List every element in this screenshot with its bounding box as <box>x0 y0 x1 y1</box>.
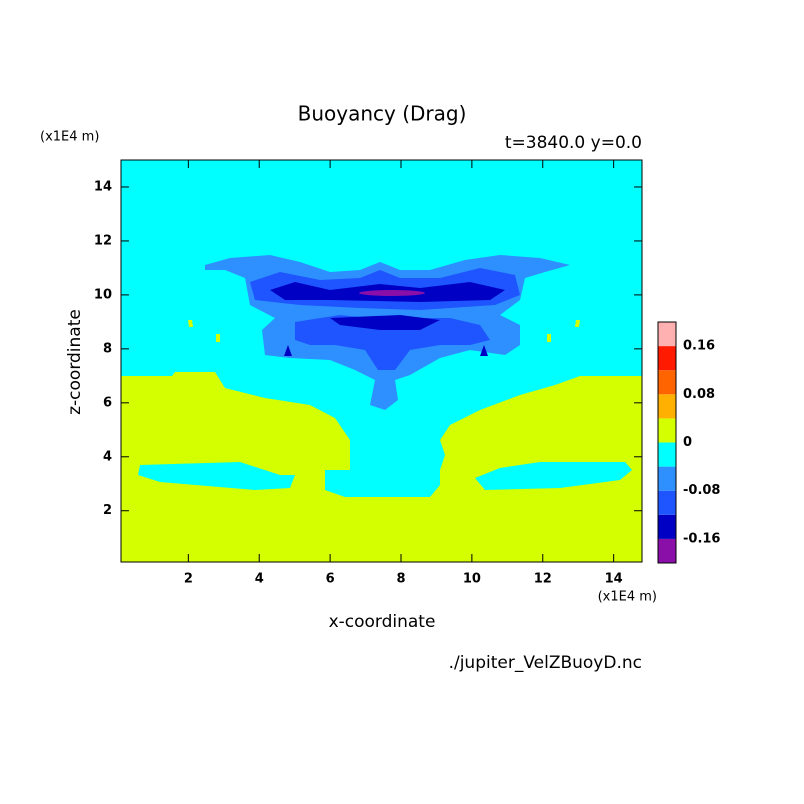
colorbar-swatch <box>658 538 676 563</box>
colorbar-swatch <box>658 442 676 467</box>
contour-region <box>121 372 642 562</box>
colorbar-swatch <box>658 466 676 491</box>
y-tick-label: 2 <box>103 503 112 518</box>
contour-field <box>121 160 642 562</box>
y-tick-label: 14 <box>94 179 112 194</box>
x-tick-label: 14 <box>605 572 623 587</box>
x-tick-label: 12 <box>534 572 552 587</box>
colorbar-swatch <box>658 514 676 539</box>
chart-title: Buoyancy (Drag) <box>298 102 467 126</box>
plot-frame <box>120 159 643 563</box>
colorbar-frame <box>657 321 677 564</box>
x-unit: (x1E4 m) <box>598 590 657 605</box>
y-tick-label: 8 <box>103 341 112 356</box>
y-tick-label: 10 <box>94 287 112 302</box>
y-tick-label: 12 <box>94 233 112 248</box>
y-unit: (x1E4 m) <box>40 130 99 145</box>
colorbar-swatch <box>658 394 676 419</box>
contour-region <box>138 462 295 490</box>
colorbar-tick-label: 0.16 <box>683 339 715 354</box>
colorbar-swatch <box>658 370 676 395</box>
source-file: ./jupiter_VelZBuoyD.nc <box>449 653 642 673</box>
colorbar-tick-label: -0.16 <box>683 531 720 546</box>
contour-region <box>475 462 632 490</box>
y-tick-label: 6 <box>103 395 112 410</box>
colorbar-swatch <box>658 490 676 515</box>
colorbar-swatch <box>658 346 676 371</box>
contour-region <box>270 282 505 356</box>
colorbar-tick-label: 0 <box>683 435 692 450</box>
colorbar-swatch <box>658 322 676 347</box>
x-axis-label: x-coordinate <box>329 612 436 632</box>
contour-region <box>359 290 425 296</box>
colorbar-tick-label: -0.08 <box>683 483 720 498</box>
colorbar-swatch <box>658 418 676 443</box>
subtitle: t=3840.0 y=0.0 <box>505 133 642 153</box>
x-tick-label: 10 <box>463 572 481 587</box>
y-axis-label: z-coordinate <box>65 309 85 415</box>
x-tick-label: 8 <box>396 572 405 587</box>
colorbar-tick-label: 0.08 <box>683 387 715 402</box>
x-tick-label: 2 <box>184 572 193 587</box>
x-tick-label: 4 <box>255 572 264 587</box>
y-tick-label: 4 <box>103 449 112 464</box>
x-tick-label: 6 <box>326 572 335 587</box>
